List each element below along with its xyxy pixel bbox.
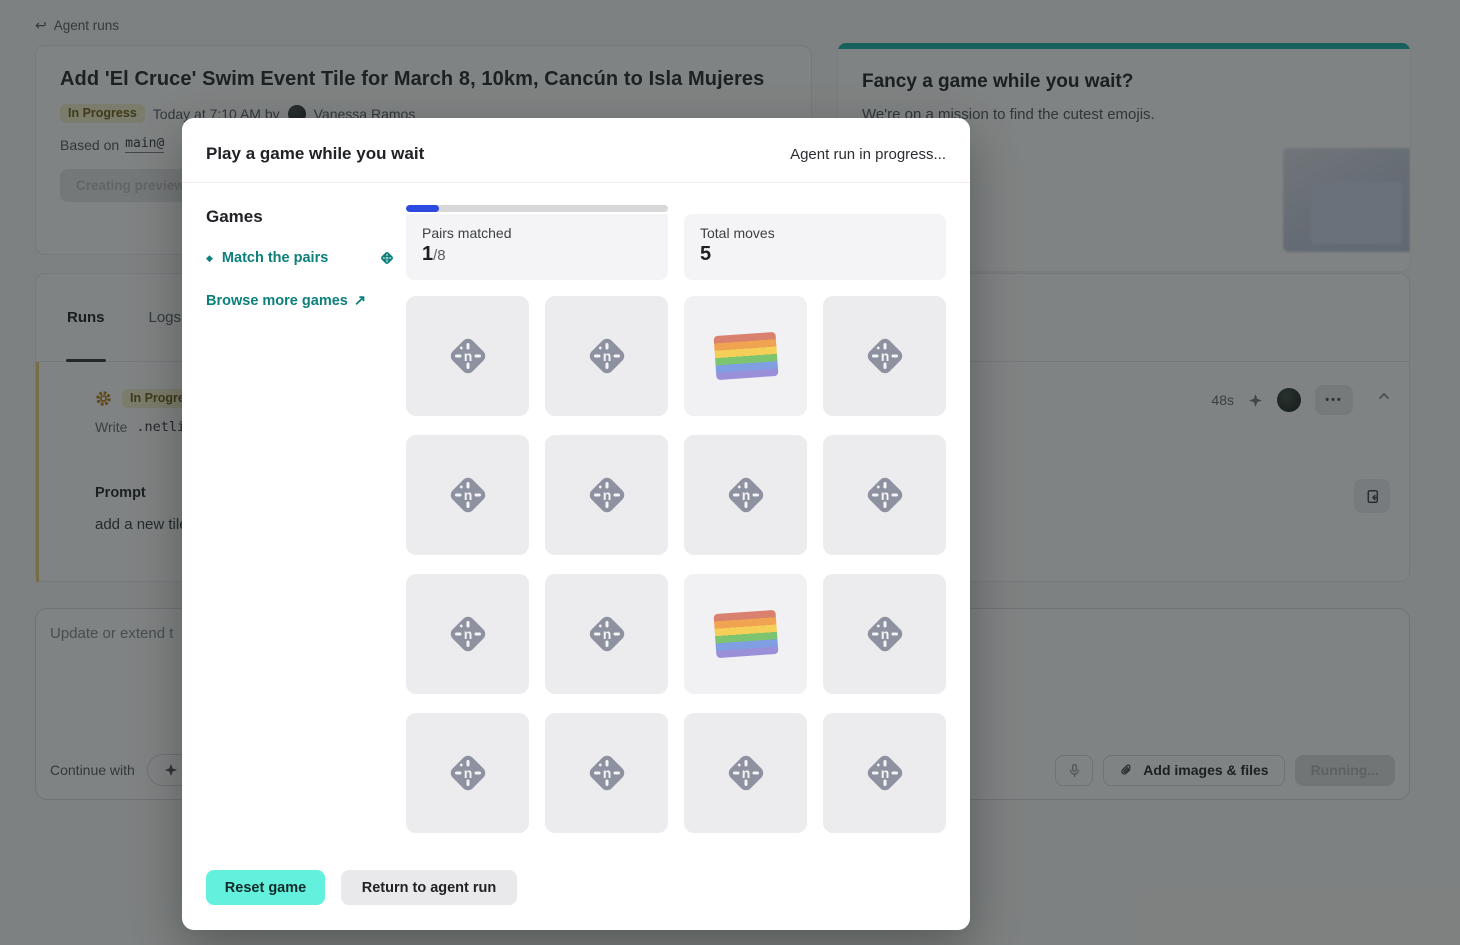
game-card[interactable]: n <box>406 296 529 416</box>
netlify-game-logo-icon: n <box>381 252 393 264</box>
game-grid: n n n n n n n n n n n n n n <box>406 296 946 833</box>
external-arrow-icon: ↗ <box>353 293 366 309</box>
netlify-card-back-icon: n <box>867 477 902 513</box>
svg-text:n: n <box>463 487 472 503</box>
svg-text:n: n <box>741 487 750 503</box>
rainbow-flag-emoji <box>713 609 778 659</box>
game-card[interactable]: n <box>684 713 807 833</box>
netlify-card-back-icon: n <box>867 338 902 374</box>
netlify-card-back-icon: n <box>867 616 902 652</box>
svg-text:n: n <box>880 487 889 503</box>
game-card-flag[interactable] <box>684 574 807 694</box>
game-card[interactable]: n <box>545 574 668 694</box>
pairs-progress-bar <box>406 205 668 212</box>
game-card[interactable]: n <box>406 574 529 694</box>
pairs-matched-total: /8 <box>433 247 446 264</box>
game-card[interactable]: n <box>406 713 529 833</box>
svg-text:n: n <box>463 765 472 781</box>
total-moves-label: Total moves <box>700 225 775 241</box>
svg-text:n: n <box>463 348 472 364</box>
game-card[interactable]: n <box>545 435 668 555</box>
game-card[interactable]: n <box>823 435 946 555</box>
pairs-matched-value: 1 <box>422 243 434 265</box>
return-to-agent-run-button[interactable]: Return to agent run <box>341 870 517 905</box>
game-item-match-the-pairs[interactable]: ◆ Match the pairs n <box>206 249 396 267</box>
svg-text:n: n <box>880 626 889 642</box>
netlify-card-back-icon: n <box>867 755 902 791</box>
progress-fill <box>406 205 439 212</box>
game-card[interactable]: n <box>823 713 946 833</box>
rainbow-flag-emoji <box>713 331 778 381</box>
svg-text:n: n <box>602 487 611 503</box>
game-modal: Play a game while you wait Agent run in … <box>182 118 970 930</box>
netlify-card-back-icon: n <box>728 477 763 513</box>
game-item-label: Match the pairs <box>221 250 329 266</box>
netlify-card-back-icon: n <box>589 616 624 652</box>
game-card[interactable]: n <box>823 574 946 694</box>
svg-text:n: n <box>386 257 389 262</box>
svg-text:n: n <box>602 348 611 364</box>
netlify-card-back-icon: n <box>728 755 763 791</box>
game-card-flag[interactable] <box>684 296 807 416</box>
total-moves-stat: Total moves 5 <box>684 214 946 280</box>
game-card[interactable]: n <box>406 435 529 555</box>
netlify-card-back-icon: n <box>450 477 485 513</box>
svg-text:n: n <box>880 348 889 364</box>
game-card[interactable]: n <box>823 296 946 416</box>
netlify-card-back-icon: n <box>589 338 624 374</box>
game-card[interactable]: n <box>684 435 807 555</box>
pairs-matched-label: Pairs matched <box>422 225 512 241</box>
diamond-bullet-icon: ◆ <box>206 252 213 263</box>
netlify-card-back-icon: n <box>450 338 485 374</box>
browse-link-label: Browse more games <box>206 293 348 309</box>
svg-text:n: n <box>602 765 611 781</box>
netlify-card-back-icon: n <box>450 755 485 791</box>
pairs-matched-stat: Pairs matched 1/8 <box>406 214 668 280</box>
netlify-card-back-icon: n <box>589 755 624 791</box>
total-moves-value: 5 <box>700 243 712 265</box>
game-card[interactable]: n <box>545 296 668 416</box>
browse-more-games-link[interactable]: Browse more games ↗ <box>206 293 396 309</box>
reset-game-button[interactable]: Reset game <box>206 870 325 905</box>
svg-text:n: n <box>602 626 611 642</box>
game-card[interactable]: n <box>545 713 668 833</box>
svg-text:n: n <box>463 626 472 642</box>
games-heading: Games <box>206 207 263 226</box>
svg-text:n: n <box>741 765 750 781</box>
netlify-card-back-icon: n <box>450 616 485 652</box>
netlify-card-back-icon: n <box>589 477 624 513</box>
svg-text:n: n <box>880 765 889 781</box>
agent-run-status: Agent run in progress... <box>790 145 946 163</box>
modal-title: Play a game while you wait <box>206 144 425 163</box>
